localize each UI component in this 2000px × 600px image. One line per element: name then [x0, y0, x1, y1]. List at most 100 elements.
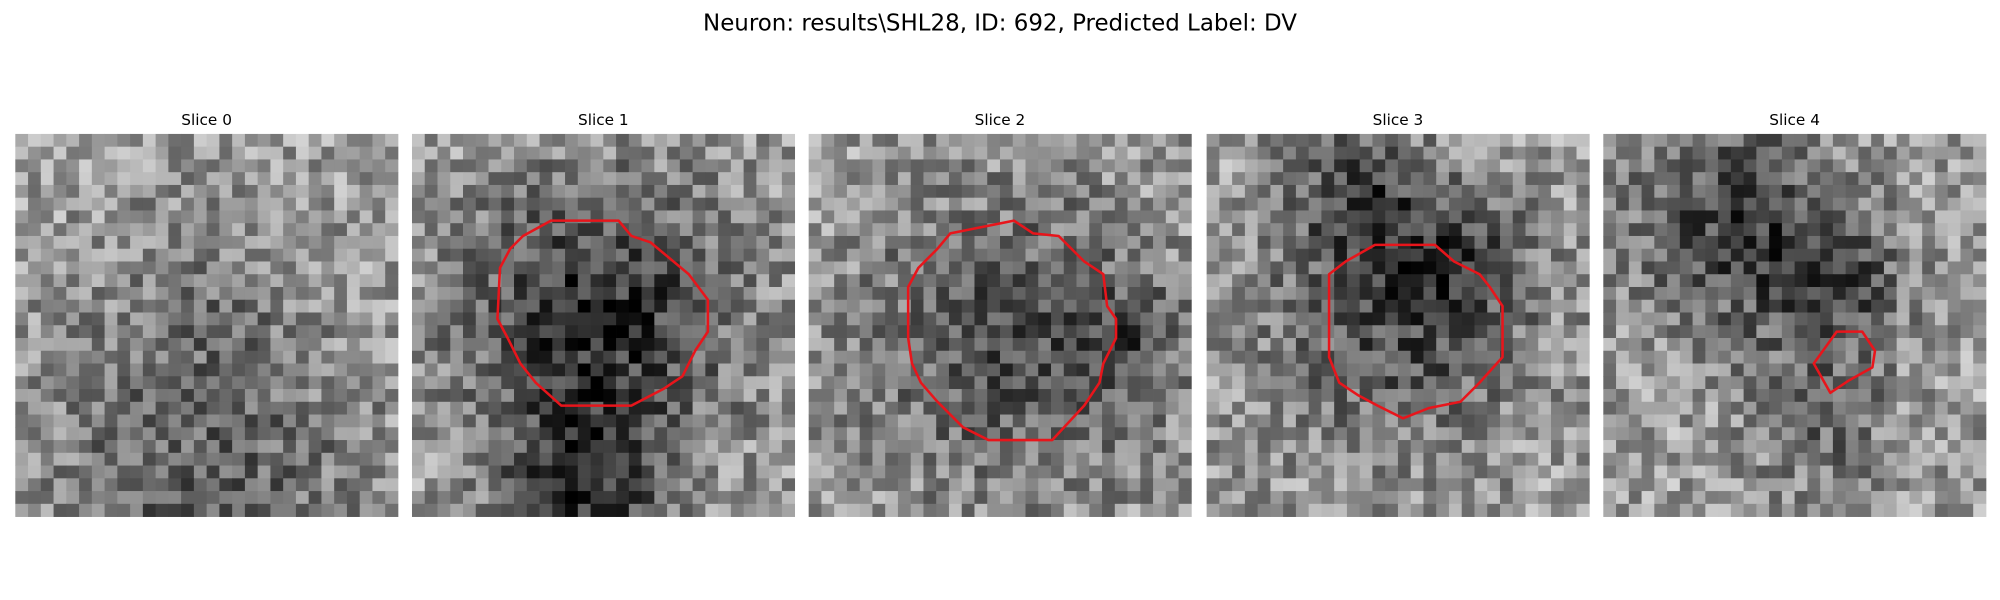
pixel [1076, 159, 1090, 173]
pixel [155, 363, 169, 377]
pixel [1219, 197, 1233, 211]
pixel [79, 261, 93, 275]
pixel [1769, 440, 1783, 454]
pixel [1794, 325, 1808, 339]
pixel [808, 312, 822, 326]
pixel [1346, 312, 1361, 326]
pixel [1102, 414, 1116, 428]
pixel [155, 235, 169, 250]
pixel [1616, 286, 1630, 301]
pixel [181, 146, 195, 160]
pixel [334, 274, 348, 288]
pixel [1232, 184, 1246, 199]
pixel [1012, 286, 1026, 301]
pixel [961, 325, 975, 339]
pixel [1397, 235, 1412, 250]
pixel [808, 465, 822, 479]
pixel [1038, 389, 1052, 403]
pixel [450, 376, 464, 390]
pixel [1410, 427, 1424, 441]
pixel [15, 223, 29, 237]
pixel [1858, 312, 1872, 326]
pixel [961, 376, 975, 390]
pixel [257, 274, 271, 288]
pixel [1807, 338, 1821, 352]
pixel [1934, 503, 1949, 517]
pixel [1769, 427, 1783, 441]
pixel [885, 286, 899, 301]
pixel [1576, 312, 1590, 326]
pixel [730, 184, 744, 199]
pixel [526, 184, 540, 199]
pixel [1858, 299, 1872, 313]
pixel [526, 172, 540, 186]
pixel [411, 210, 426, 224]
pixel [28, 350, 42, 364]
pixel [1769, 286, 1783, 301]
pixel [834, 274, 848, 288]
pixel [692, 465, 706, 479]
pixel [756, 146, 770, 160]
pixel [641, 350, 655, 364]
pixel [897, 465, 912, 479]
pixel [1960, 286, 1974, 301]
pixel [846, 133, 861, 148]
pixel [117, 376, 131, 390]
pixel [1244, 363, 1259, 377]
pixel [1244, 350, 1259, 364]
pixel [1102, 146, 1116, 160]
pixel [1038, 503, 1052, 517]
pixel [295, 146, 310, 160]
pixel [1012, 338, 1026, 352]
pixel [1743, 197, 1757, 211]
pixel [1820, 465, 1834, 479]
pixel [1165, 299, 1179, 313]
pixel [756, 427, 770, 441]
pixel [654, 414, 668, 428]
pixel [1321, 491, 1335, 505]
pixel [948, 286, 963, 301]
pixel [1270, 427, 1284, 441]
pixel [1730, 465, 1744, 479]
pixel [424, 414, 438, 428]
pixel [1538, 376, 1552, 390]
pixel [53, 172, 67, 186]
pixel [552, 452, 566, 466]
pixel [411, 312, 426, 326]
pixel [1756, 363, 1770, 377]
pixel [987, 133, 1001, 148]
pixel [1038, 197, 1052, 211]
pixel [514, 146, 528, 160]
pixel [743, 478, 757, 492]
pixel [66, 159, 80, 173]
pixel [1140, 210, 1154, 224]
pixel [834, 146, 848, 160]
pixel [1474, 223, 1488, 237]
pixel [974, 414, 988, 428]
pixel [1436, 286, 1450, 301]
pixel [961, 299, 975, 313]
pixel [1960, 261, 1974, 275]
pixel [1973, 440, 1987, 454]
pixel [91, 261, 105, 275]
pixel [321, 261, 335, 275]
pixel [1474, 325, 1488, 339]
pixel [781, 389, 796, 403]
pixel [1769, 325, 1783, 339]
pixel [910, 184, 924, 199]
pixel [1538, 401, 1552, 415]
pixel [181, 401, 195, 415]
pixel [372, 286, 386, 301]
pixel [999, 274, 1014, 288]
pixel [1909, 491, 1923, 505]
pixel [1063, 210, 1077, 224]
pixel [193, 184, 208, 199]
pixel [1308, 299, 1322, 313]
pixel [897, 133, 912, 148]
pixel [346, 389, 361, 403]
pixel [1628, 159, 1642, 173]
pixel [743, 427, 757, 441]
pixel [1487, 133, 1501, 148]
pixel [1219, 350, 1233, 364]
pixel [961, 146, 975, 160]
